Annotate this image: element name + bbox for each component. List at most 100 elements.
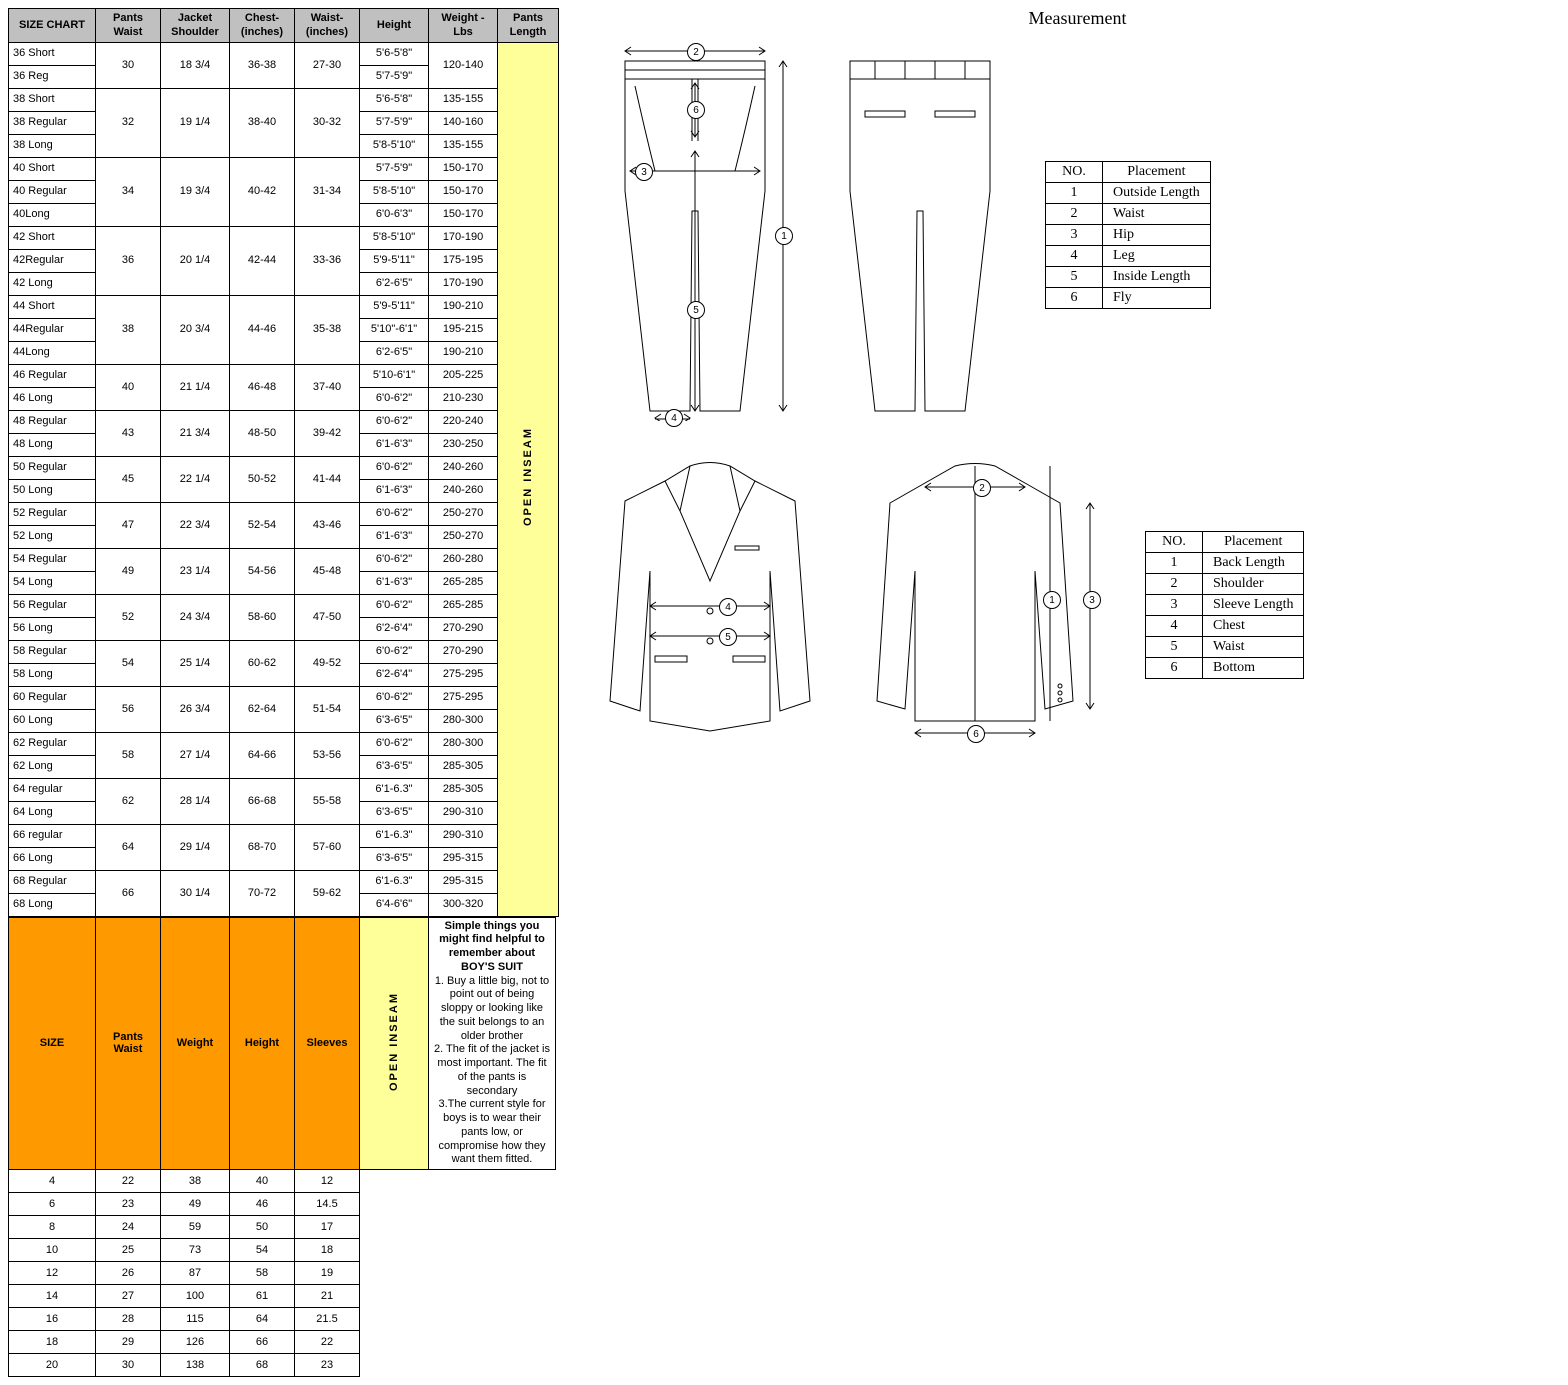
boys-row: 1025735418 [9,1239,556,1262]
weight-cell: 240-260 [429,456,498,479]
height-cell: 6'3-6'5" [360,801,429,824]
boys-cell: 21.5 [295,1308,360,1331]
height-cell: 5'8-5'10" [360,180,429,203]
size-cell: 39-42 [295,410,360,456]
jacket-placement-table: NO. Placement 1Back Length2Shoulder3Slee… [1145,531,1304,679]
size-cell: 42-44 [230,226,295,295]
size-chart-header: Height [360,9,429,43]
placement-label: Inside Length [1103,267,1211,288]
boys-cell: 12 [9,1262,96,1285]
height-cell: 6'1-6'3" [360,571,429,594]
size-cell: 51-54 [295,686,360,732]
weight-cell: 190-210 [429,295,498,318]
size-label: 38 Short [9,88,96,111]
size-cell: 30-32 [295,88,360,157]
jacket-front-diagram: 4 5 [595,451,825,751]
size-label: 56 Regular [9,594,96,617]
size-cell: 64-66 [230,732,295,778]
placement-no: 2 [1146,574,1203,595]
height-cell: 6'0-6'2" [360,387,429,410]
size-cell: 22 3/4 [161,502,230,548]
boys-cell: 59 [161,1216,230,1239]
boys-cell: 50 [230,1216,295,1239]
height-cell: 6'1-6.3" [360,778,429,801]
size-cell: 48-50 [230,410,295,456]
size-chart-row: 38 Short3219 1/438-4030-325'6-5'8"135-15… [9,88,559,111]
boys-cell: 22 [295,1331,360,1354]
size-cell: 27 1/4 [161,732,230,778]
size-chart-header: SIZE CHART [9,9,96,43]
boys-cell: 12 [295,1170,360,1193]
height-cell: 6'0-6'2" [360,410,429,433]
size-cell: 24 3/4 [161,594,230,640]
size-chart-row: 36 Short3018 3/436-3827-305'6-5'8"120-14… [9,42,559,65]
height-cell: 5'8-5'10" [360,226,429,249]
placement-label: Chest [1203,616,1304,637]
boys-header: Pants Waist [96,917,161,1170]
size-cell: 47 [96,502,161,548]
size-chart-row: 68 Regular6630 1/470-7259-626'1-6.3"295-… [9,870,559,893]
size-label: 40 Short [9,157,96,180]
height-cell: 5'7-5'9" [360,157,429,180]
size-cell: 43 [96,410,161,456]
boys-row: 1226875819 [9,1262,556,1285]
size-chart-header: Weight - Lbs [429,9,498,43]
weight-cell: 290-310 [429,801,498,824]
size-chart-row: 50 Regular4522 1/450-5241-446'0-6'2"240-… [9,456,559,479]
size-cell: 28 1/4 [161,778,230,824]
size-cell: 32 [96,88,161,157]
placement-no: 6 [1046,288,1103,309]
boys-cell: 87 [161,1262,230,1285]
height-cell: 6'0-6'3" [360,203,429,226]
boys-cell: 14.5 [295,1193,360,1216]
weight-cell: 250-270 [429,502,498,525]
size-label: 38 Regular [9,111,96,134]
placement-label: Outside Length [1103,183,1211,204]
size-cell: 19 1/4 [161,88,230,157]
size-cell: 36 [96,226,161,295]
weight-cell: 120-140 [429,42,498,88]
boys-header: Sleeves [295,917,360,1170]
size-chart-row: 44 Short3820 3/444-4635-385'9-5'11"190-2… [9,295,559,318]
placement-no: 1 [1046,183,1103,204]
weight-cell: 270-290 [429,640,498,663]
weight-cell: 270-290 [429,617,498,640]
size-cell: 36-38 [230,42,295,88]
boys-size-table: SIZEPants WaistWeightHeightSleevesOPEN I… [8,917,556,1378]
height-cell: 6'0-6'2" [360,502,429,525]
weight-cell: 220-240 [429,410,498,433]
boys-row: 14271006121 [9,1285,556,1308]
size-label: 58 Long [9,663,96,686]
boys-cell: 58 [230,1262,295,1285]
height-cell: 6'3-6'5" [360,847,429,870]
size-label: 66 Long [9,847,96,870]
height-cell: 6'2-6'4" [360,617,429,640]
weight-cell: 250-270 [429,525,498,548]
size-chart-header: Pants Length [498,9,559,43]
placement-label: Fly [1103,288,1211,309]
weight-cell: 140-160 [429,111,498,134]
size-cell: 23 1/4 [161,548,230,594]
boys-header: SIZE [9,917,96,1170]
size-chart-row: 64 regular6228 1/466-6855-586'1-6.3"285-… [9,778,559,801]
size-cell: 34 [96,157,161,226]
placement-label: Shoulder [1203,574,1304,595]
boys-cell: 49 [161,1193,230,1216]
size-chart-row: 42 Short3620 1/442-4433-365'8-5'10"170-1… [9,226,559,249]
height-cell: 6'1-6.3" [360,824,429,847]
placement-no: 1 [1146,553,1203,574]
jacket-back-diagram: 1 2 3 6 [865,451,1105,751]
height-cell: 6'1-6'3" [360,433,429,456]
weight-cell: 290-310 [429,824,498,847]
size-cell: 21 1/4 [161,364,230,410]
weight-cell: 150-170 [429,203,498,226]
placement-label: Bottom [1203,658,1304,679]
placement-no: 4 [1146,616,1203,637]
size-label: 62 Long [9,755,96,778]
weight-cell: 150-170 [429,157,498,180]
height-cell: 6'0-6'2" [360,548,429,571]
size-cell: 49 [96,548,161,594]
size-cell: 33-36 [295,226,360,295]
size-cell: 57-60 [295,824,360,870]
placement-row: 2Waist [1046,204,1211,225]
